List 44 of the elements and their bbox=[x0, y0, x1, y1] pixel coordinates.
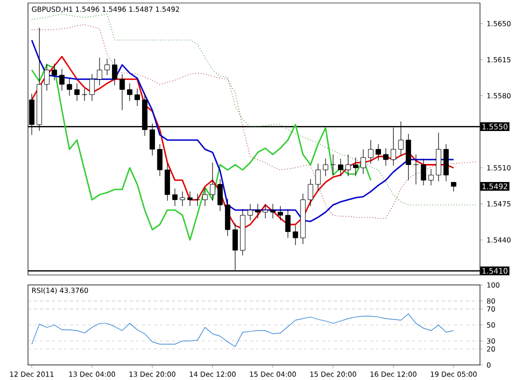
candlestick bbox=[104, 58, 110, 76]
candlestick bbox=[368, 140, 374, 164]
candlestick bbox=[172, 188, 178, 206]
candlestick bbox=[255, 204, 260, 219]
candlestick bbox=[450, 182, 456, 192]
candlestick bbox=[52, 63, 58, 81]
candlestick bbox=[270, 204, 276, 219]
candlestick bbox=[180, 191, 186, 206]
candlestick bbox=[89, 74, 95, 102]
candlestick bbox=[308, 178, 314, 206]
candlestick bbox=[376, 144, 381, 161]
candlestick bbox=[285, 208, 291, 238]
candlestick bbox=[330, 154, 336, 176]
candlestick bbox=[194, 193, 200, 206]
candlestick bbox=[346, 154, 351, 176]
candlestick bbox=[360, 148, 366, 174]
candlestick bbox=[315, 163, 321, 191]
candlestick bbox=[210, 162, 216, 202]
candlestick bbox=[262, 204, 268, 219]
candlestick bbox=[187, 191, 193, 206]
candlestick bbox=[383, 148, 388, 166]
candlestick bbox=[112, 58, 118, 86]
candlestick bbox=[353, 157, 358, 176]
candlestick bbox=[420, 158, 426, 186]
candlestick bbox=[134, 88, 140, 106]
candlestick bbox=[428, 168, 434, 186]
candlestick bbox=[157, 144, 162, 176]
candlestick bbox=[59, 68, 65, 91]
candlestick bbox=[66, 78, 72, 96]
candlestick bbox=[248, 204, 253, 221]
candlestick bbox=[120, 74, 125, 110]
candlestick bbox=[202, 188, 208, 206]
line-series bbox=[31, 64, 372, 241]
candlestick bbox=[96, 57, 102, 86]
candlestick bbox=[127, 83, 132, 102]
candlestick bbox=[413, 154, 419, 185]
candlestick bbox=[278, 206, 284, 221]
candlestick bbox=[44, 63, 50, 91]
candlestick bbox=[322, 158, 328, 176]
candlestick bbox=[292, 225, 298, 246]
candlestick bbox=[338, 158, 344, 176]
candlestick bbox=[74, 83, 80, 102]
candlestick bbox=[217, 178, 223, 212]
candlestick bbox=[82, 88, 88, 102]
